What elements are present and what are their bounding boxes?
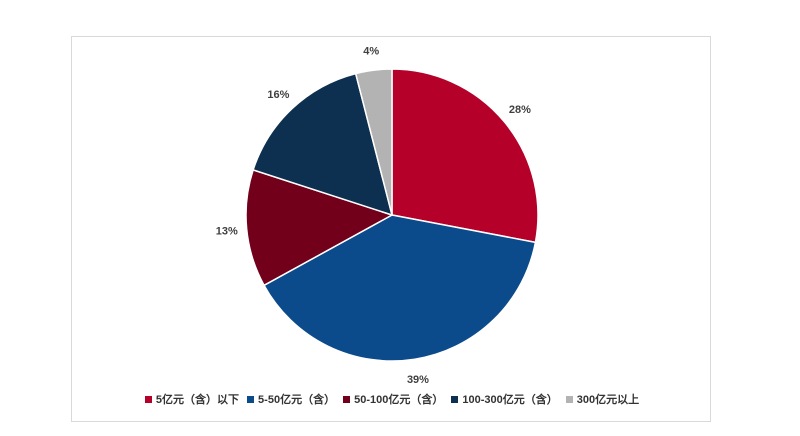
chart-area: 28% 39% 13% 16% 4% 5亿元（含）以下 5-50亿元（含） 50-100… [71,36,711,422]
legend-swatch-2 [343,395,351,403]
slice-data-label-4: 4% [363,45,379,57]
legend-item-4: 300亿元以上 [565,391,640,407]
pie-slice-0 [391,68,539,244]
legend-item-3: 100-300亿元（含） [451,391,558,407]
pie-chart: 28% 39% 13% 16% 4% [216,45,539,386]
pie-slice-4 [354,68,393,216]
chart-legend: 5亿元（含）以下 5-50亿元（含） 50-100亿元（含） 100-300亿元… [72,391,712,407]
slice-data-label-2: 13% [216,226,238,238]
slice-data-label-0: 28% [509,104,531,116]
legend-label-2: 50-100亿元（含） [354,394,444,406]
legend-swatch-4 [565,395,573,403]
legend-label-1: 5-50亿元（含） [258,394,336,406]
legend-swatch-3 [451,395,459,403]
legend-label-4: 300亿元以上 [576,394,640,406]
pie-slice-2 [245,168,394,287]
pie-slice-1 [263,214,537,362]
slice-data-label-1: 39% [407,374,429,386]
legend-label-3: 100-300亿元（含） [462,394,558,406]
legend-item-2: 50-100亿元（含） [343,391,443,407]
pie-slice-3 [252,72,394,217]
legend-swatch-0 [144,395,152,403]
slice-data-label-3: 16% [267,89,289,101]
legend-item-0: 5亿元（含）以下 [144,391,240,407]
legend-swatch-1 [247,395,255,403]
legend-label-0: 5亿元（含）以下 [155,394,240,406]
legend-item-1: 5-50亿元（含） [247,391,335,407]
